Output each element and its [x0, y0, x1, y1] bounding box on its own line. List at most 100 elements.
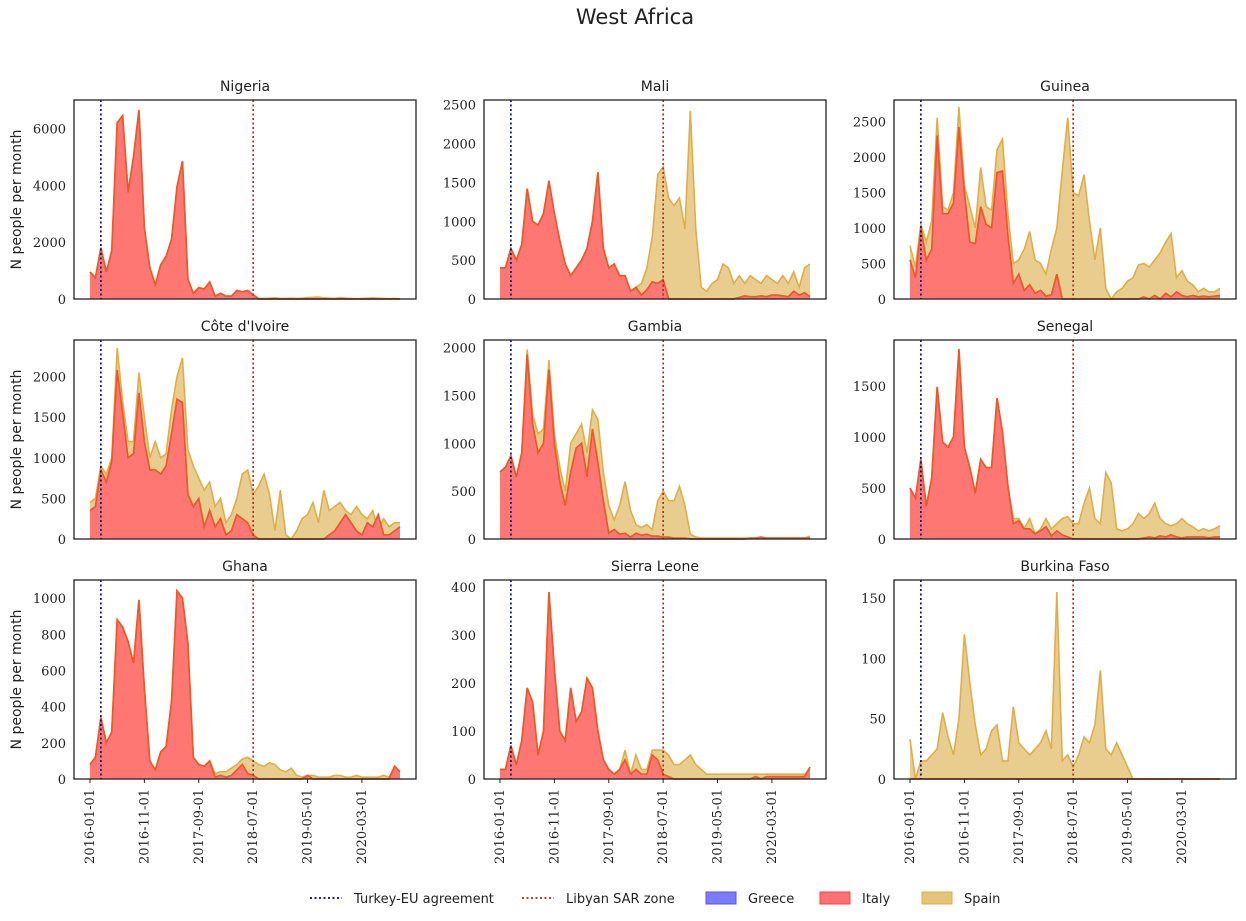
y-tick-label: 1000 [443, 437, 476, 452]
y-tick-label: 6000 [33, 122, 66, 137]
legend-swatch [921, 891, 953, 905]
x-tick-label: 2017-09-01 [602, 789, 617, 864]
panel-title: Côte d'Ivoire [201, 319, 290, 335]
panel-title: Guinea [1040, 79, 1090, 95]
area-italy [910, 349, 1220, 539]
area-italy [90, 590, 400, 779]
panel-c-te-d-ivoire: Côte d'Ivoire 0 500 1000 1500 2000 N people pe… [9, 319, 417, 548]
y-axis-label: N people per month [9, 130, 25, 270]
x-tick-label: 2016-01-01 [493, 789, 508, 864]
panel-title: Ghana [222, 559, 268, 575]
y-tick-label: 0 [58, 773, 66, 788]
x-tick-label: 2018-07-01 [1066, 789, 1081, 864]
area-spain [910, 592, 1220, 779]
y-tick-label: 200 [41, 737, 66, 752]
area-italy [910, 127, 1220, 299]
x-tick-label: 2020-03-01 [1175, 789, 1190, 864]
y-tick-label: 1500 [33, 411, 66, 426]
y-tick-label: 1000 [33, 592, 66, 607]
legend-item-spain: Spain [921, 891, 1000, 907]
y-tick-label: 4000 [33, 179, 66, 194]
x-tick-label: 2019-05-01 [711, 789, 726, 864]
legend: Turkey-EU agreement Libyan SAR zone Greece… [310, 891, 1000, 907]
legend-item-turkey-eu-agreement: Turkey-EU agreement [310, 892, 494, 907]
line-spain [909, 107, 1221, 301]
y-tick-label: 0 [468, 773, 476, 788]
panel-burkina-faso: Burkina Faso 0 50 100 150 2016-01-01 2016-11-0… [861, 559, 1237, 864]
y-tick-label: 500 [41, 492, 66, 507]
y-tick-label: 2000 [33, 371, 66, 386]
y-tick-label: 1000 [33, 452, 66, 467]
y-tick-label: 1000 [443, 215, 476, 230]
y-tick-label: 0 [468, 533, 476, 548]
line-italy [500, 172, 811, 300]
legend-label: Greece [748, 892, 794, 907]
y-tick-label: 2500 [443, 99, 476, 114]
y-tick-label: 0 [878, 773, 886, 788]
y-tick-label: 0 [878, 533, 886, 548]
y-tick-label: 500 [451, 485, 476, 500]
legend-label: Libyan SAR zone [566, 892, 675, 907]
y-tick-label: 1500 [853, 380, 886, 395]
x-tick-label: 2017-09-01 [1012, 789, 1027, 864]
area-italy [90, 109, 400, 299]
axes-frame [73, 99, 417, 300]
y-axis-label: N people per month [9, 370, 25, 510]
legend-item-italy: Italy [819, 891, 891, 907]
y-tick-label: 100 [861, 652, 886, 667]
y-tick-label: 0 [58, 533, 66, 548]
y-tick-label: 300 [451, 629, 476, 644]
legend-swatch [705, 891, 737, 905]
area-italy [90, 370, 400, 539]
axes-frame [893, 339, 1237, 540]
x-tick-label: 2017-09-01 [192, 789, 207, 864]
line-italy [909, 349, 1220, 540]
panel-nigeria: Nigeria 0 2000 4000 6000 N people per month [9, 79, 417, 308]
x-tick-label: 2016-01-01 [903, 789, 918, 864]
area-italy [500, 354, 810, 539]
axes-frame [483, 339, 827, 540]
y-tick-label: 2000 [443, 138, 476, 153]
y-tick-label: 2000 [853, 151, 886, 166]
y-tick-label: 600 [41, 664, 66, 679]
y-tick-label: 0 [58, 293, 66, 308]
axes-frame [73, 339, 417, 540]
y-tick-label: 150 [861, 592, 886, 607]
legend-item-greece: Greece [705, 891, 794, 907]
line-spain [89, 348, 400, 541]
area-italy [500, 591, 810, 779]
panel-title: Burkina Faso [1020, 559, 1109, 575]
axes-frame [73, 579, 417, 780]
panel-sierra-leone: Sierra Leone 0 100 200 300 400 2016-01-01 2016-… [451, 559, 827, 864]
y-tick-label: 1000 [853, 431, 886, 446]
y-tick-label: 2000 [443, 342, 476, 357]
x-tick-label: 2016-11-01 [957, 789, 972, 864]
y-tick-label: 1500 [443, 176, 476, 191]
axes-frame [893, 579, 1237, 780]
x-tick-label: 2016-11-01 [547, 789, 562, 864]
panel-senegal: Senegal 0 500 1000 1500 [853, 319, 1237, 548]
x-tick-label: 2020-03-01 [765, 789, 780, 864]
panel-mali: Mali 0 500 1000 1500 2000 2500 [443, 79, 827, 308]
x-tick-label: 2016-01-01 [83, 789, 98, 864]
y-tick-label: 1500 [443, 389, 476, 404]
y-tick-label: 200 [451, 677, 476, 692]
y-tick-label: 0 [878, 293, 886, 308]
y-tick-label: 500 [861, 482, 886, 497]
panel-title: Nigeria [220, 79, 270, 95]
legend-label: Italy [862, 892, 891, 907]
line-italy [500, 591, 811, 780]
panel-ghana: Ghana 0 200 400 600 800 1000 N people per month… [9, 559, 417, 864]
y-tick-label: 2000 [33, 236, 66, 251]
legend-label: Spain [964, 892, 1000, 907]
y-tick-label: 500 [451, 254, 476, 269]
axes-frame [483, 99, 827, 300]
y-axis-label: N people per month [9, 610, 25, 750]
x-tick-label: 2018-07-01 [656, 789, 671, 864]
y-tick-label: 50 [869, 713, 886, 728]
line-italy [89, 369, 401, 540]
legend-label: Turkey-EU agreement [353, 892, 494, 907]
axes-frame [483, 579, 827, 780]
